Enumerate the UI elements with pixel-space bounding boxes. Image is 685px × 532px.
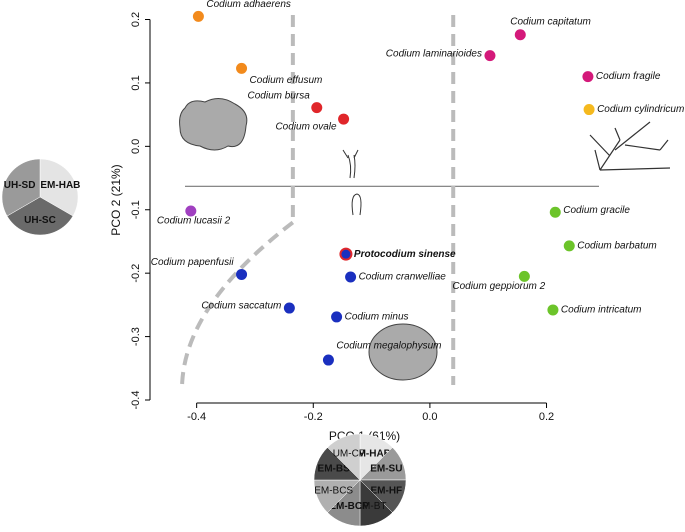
point [345, 271, 357, 283]
decorations [179, 98, 671, 381]
point [339, 247, 353, 261]
point [582, 71, 594, 83]
point-label: Codium laminarioides [386, 48, 482, 59]
pie-label: UH-SC [24, 215, 56, 226]
point-label: Codium effusum [250, 75, 323, 86]
pie-label: EM-SU [370, 464, 402, 475]
point-label: Codium cylindricum [597, 104, 684, 115]
y-tick-label: 0.2 [130, 12, 142, 27]
thallus-silhouette [368, 323, 438, 381]
pie-slice [39, 158, 79, 217]
point [236, 62, 248, 74]
pie-label: EM-BT [355, 501, 386, 512]
point-label: Codium geppiorum 2 [452, 281, 545, 292]
pie-label: EM-BCS [314, 486, 353, 497]
point-label: Codium cranwelliae [359, 272, 447, 283]
pie-label: UM-CP [333, 448, 366, 459]
point [311, 102, 323, 114]
point-label: Codium gracile [563, 205, 630, 216]
point [322, 354, 334, 366]
point [331, 311, 343, 323]
pie-label: EM-HAB [40, 180, 80, 191]
y-tick-label: -0.1 [130, 200, 142, 219]
y-tick-label: -0.4 [130, 391, 142, 410]
pie-label: EM-BS [318, 464, 351, 475]
pie-slice [327, 433, 361, 481]
point [549, 206, 561, 218]
point [518, 270, 530, 282]
point-label: Codium bursa [248, 90, 311, 101]
point-label: Codium lucasii 2 [157, 216, 231, 227]
point-label: Codium fragile [596, 71, 661, 82]
y-tick-label: -0.2 [130, 264, 142, 283]
y-tick-label: 0.0 [130, 139, 142, 154]
point [236, 268, 248, 280]
y-axis-title: PCO 2 (21%) [109, 164, 123, 235]
point [338, 113, 350, 125]
dashed-arc [180, 220, 295, 386]
x-tick-label: -0.2 [304, 411, 323, 423]
point [514, 29, 526, 41]
point-label: Protocodium sinense [354, 249, 456, 260]
point-label: Codium papenfusii [151, 257, 235, 268]
point-label: Codium adhaerens [206, 0, 290, 10]
point [283, 302, 295, 314]
x-tick-label: 0.0 [422, 411, 437, 423]
point [547, 304, 559, 316]
point-label: Codium capitatum [510, 16, 591, 27]
pie-label: EM-HF [371, 486, 403, 497]
y-tick-label: 0.1 [130, 75, 142, 90]
point [563, 240, 575, 252]
x-tick-label: 0.2 [539, 411, 554, 423]
point [583, 104, 595, 116]
thallus-silhouette [179, 98, 248, 151]
point-label: Codium ovale [275, 122, 337, 133]
point-label: Codium barbatum [577, 241, 656, 252]
pie-slice [1, 158, 41, 217]
point [484, 50, 496, 62]
x-tick-label: -0.4 [187, 411, 206, 423]
point-label: Codium intricatum [561, 305, 642, 316]
point-label: Codium minus [345, 312, 409, 323]
point-label: Codium megalophysum [336, 341, 441, 352]
pie-label: UH-SD [4, 180, 36, 191]
pie-label: EM-HAB [351, 448, 391, 459]
branch-silhouette [589, 121, 671, 171]
sketch [351, 193, 362, 216]
y-tick-label: -0.3 [130, 327, 142, 346]
sketch [342, 149, 359, 179]
point [192, 10, 204, 22]
pie-label: EM-BCP [329, 501, 369, 512]
point-label: Codium saccatum [201, 301, 281, 312]
point [185, 205, 197, 217]
